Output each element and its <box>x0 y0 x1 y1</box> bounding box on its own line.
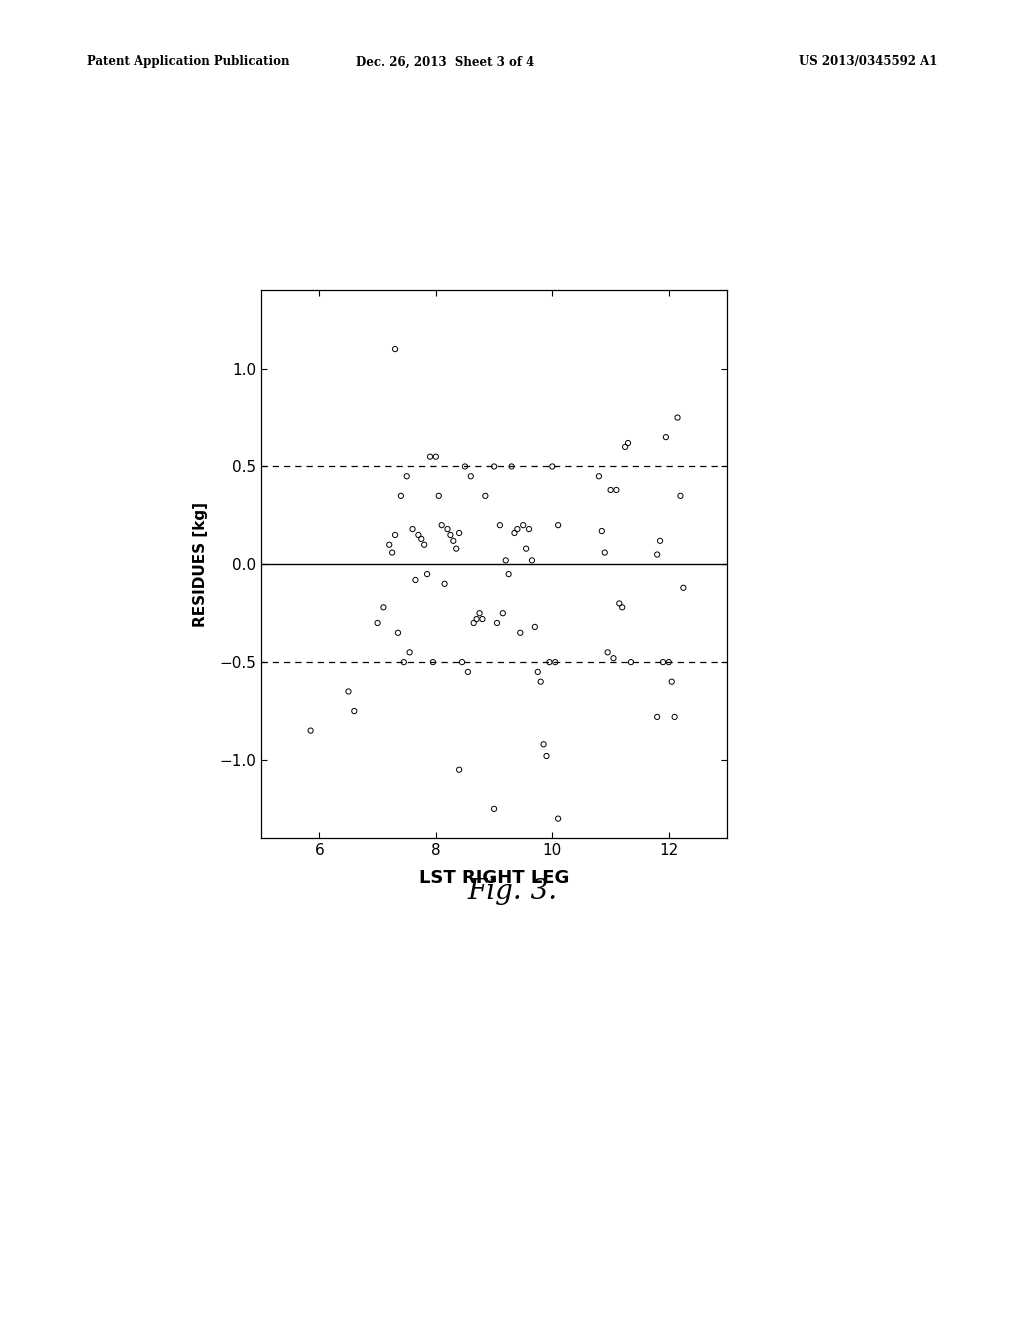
Point <box>395 652 412 673</box>
Point <box>602 479 618 500</box>
Point <box>454 652 470 673</box>
Point <box>445 531 462 552</box>
Point <box>675 577 691 598</box>
Point <box>384 543 400 564</box>
Point <box>411 524 427 545</box>
Point <box>466 612 482 634</box>
Point <box>428 446 444 467</box>
Point <box>672 486 688 507</box>
Point <box>542 652 558 673</box>
Point <box>449 539 465 560</box>
Point <box>657 426 674 447</box>
Point <box>422 446 438 467</box>
Point <box>460 661 476 682</box>
Point <box>387 524 403 545</box>
Point <box>515 515 531 536</box>
Text: Patent Application Publication: Patent Application Publication <box>87 55 290 69</box>
Point <box>485 455 502 477</box>
Point <box>529 661 546 682</box>
Point <box>620 433 636 454</box>
Point <box>495 603 511 624</box>
Point <box>408 569 424 590</box>
Point <box>506 523 522 544</box>
Point <box>413 528 429 549</box>
Point <box>442 524 459 545</box>
Point <box>501 564 517 585</box>
Point <box>340 681 356 702</box>
Point <box>404 519 421 540</box>
Point <box>550 808 566 829</box>
Point <box>605 648 622 669</box>
Point <box>526 616 543 638</box>
Text: Fig. 3.: Fig. 3. <box>467 878 557 904</box>
Point <box>468 609 484 630</box>
Point <box>649 544 666 565</box>
Point <box>425 652 441 673</box>
Point <box>430 486 446 507</box>
Text: Dec. 26, 2013  Sheet 3 of 4: Dec. 26, 2013 Sheet 3 of 4 <box>356 55 535 69</box>
Point <box>544 455 560 477</box>
Point <box>616 437 633 458</box>
Point <box>471 603 487 624</box>
Point <box>504 455 520 477</box>
Point <box>451 523 467 544</box>
Point <box>670 407 686 428</box>
Point <box>346 701 362 722</box>
Point <box>623 652 639 673</box>
Point <box>536 734 552 755</box>
Point <box>463 466 479 487</box>
Point <box>416 535 432 556</box>
Point <box>436 573 453 594</box>
Point <box>512 622 528 643</box>
Point <box>387 338 403 359</box>
Point <box>608 479 625 500</box>
Point <box>664 671 680 692</box>
Point <box>614 597 631 618</box>
Point <box>539 746 555 767</box>
Point <box>611 593 628 614</box>
Point <box>488 612 505 634</box>
Point <box>439 519 456 540</box>
Y-axis label: RESIDUES [kg]: RESIDUES [kg] <box>194 502 208 627</box>
Point <box>518 539 535 560</box>
Point <box>498 550 514 572</box>
Point <box>477 486 494 507</box>
Point <box>532 671 549 692</box>
Point <box>370 612 386 634</box>
Point <box>649 706 666 727</box>
Point <box>375 597 391 618</box>
Point <box>474 609 490 630</box>
Point <box>401 642 418 663</box>
Point <box>457 455 473 477</box>
Point <box>594 520 610 541</box>
Point <box>419 564 435 585</box>
Point <box>451 759 467 780</box>
Point <box>550 515 566 536</box>
Point <box>652 531 669 552</box>
Point <box>660 652 677 673</box>
Point <box>509 519 525 540</box>
Point <box>597 543 613 564</box>
Point <box>523 550 540 572</box>
Point <box>485 799 502 820</box>
Point <box>521 519 538 540</box>
Point <box>398 466 415 487</box>
Point <box>599 642 615 663</box>
Point <box>433 515 450 536</box>
Point <box>547 652 563 673</box>
Point <box>393 486 410 507</box>
Point <box>302 719 318 741</box>
X-axis label: LST RIGHT LEG: LST RIGHT LEG <box>419 869 569 887</box>
Point <box>492 515 508 536</box>
Point <box>591 466 607 487</box>
Point <box>390 622 407 643</box>
Point <box>667 706 683 727</box>
Point <box>654 652 671 673</box>
Point <box>381 535 397 556</box>
Text: US 2013/0345592 A1: US 2013/0345592 A1 <box>799 55 937 69</box>
